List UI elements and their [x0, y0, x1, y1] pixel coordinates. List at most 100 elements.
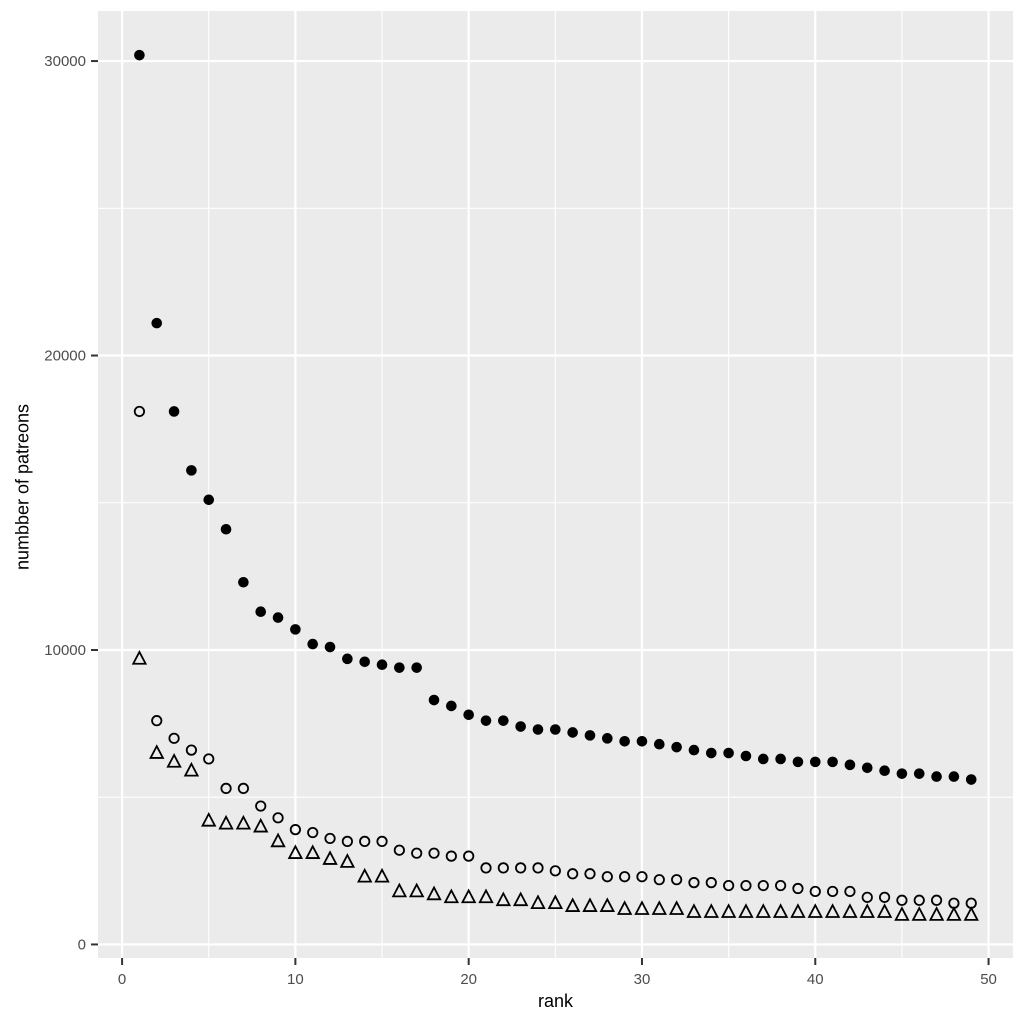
data-point-filled-circle	[324, 641, 336, 653]
data-point-open-triangle	[859, 903, 875, 918]
data-point-open-triangle	[201, 811, 217, 827]
x-tick-label: 50	[980, 971, 997, 988]
data-point-filled-circle	[428, 694, 440, 706]
y-tick-label: 20000	[44, 348, 86, 365]
data-point-filled-circle	[168, 406, 180, 417]
data-point-filled-circle	[913, 768, 925, 779]
data-point-open-triangle	[218, 814, 234, 830]
data-point-open-circle	[515, 862, 527, 874]
data-point-open-triangle	[426, 885, 442, 901]
data-point-filled-circle	[411, 662, 422, 673]
data-point-filled-circle	[498, 715, 509, 726]
data-point-open-circle	[705, 877, 717, 889]
data-point-filled-circle	[532, 724, 544, 735]
data-point-open-circle	[428, 847, 440, 859]
data-point-open-circle	[341, 835, 353, 847]
data-point-open-triangle	[547, 894, 564, 910]
x-tick-label: 40	[807, 971, 824, 988]
data-point-filled-circle	[740, 750, 752, 762]
data-point-open-circle	[445, 850, 457, 862]
data-point-open-triangle	[166, 753, 182, 768]
data-point-open-triangle	[374, 867, 390, 883]
data-point-filled-circle	[602, 733, 613, 744]
data-point-open-triangle	[911, 906, 927, 921]
data-point-filled-circle	[480, 715, 492, 726]
data-point-open-circle	[237, 782, 249, 794]
data-point-filled-circle	[861, 762, 873, 774]
data-point-open-triangle	[738, 903, 754, 918]
data-point-filled-circle	[446, 700, 457, 712]
data-point-open-triangle	[651, 900, 667, 915]
data-point-filled-circle	[827, 756, 838, 768]
data-point-open-circle	[757, 879, 769, 892]
data-point-filled-circle	[671, 741, 682, 753]
data-point-filled-circle	[688, 744, 700, 756]
data-point-open-triangle	[149, 744, 165, 759]
data-point-open-circle	[307, 826, 319, 839]
data-point-open-circle	[151, 715, 163, 727]
data-point-open-circle	[636, 871, 648, 883]
data-point-filled-circle	[584, 730, 596, 741]
data-point-open-triangle	[842, 903, 858, 918]
data-point-filled-circle	[342, 653, 353, 665]
data-point-open-triangle	[616, 900, 633, 915]
data-point-filled-circle	[515, 721, 526, 732]
data-point-filled-circle	[376, 659, 388, 671]
data-point-filled-circle	[792, 756, 804, 768]
data-point-open-triangle	[772, 903, 789, 918]
data-point-open-triangle	[443, 888, 460, 904]
data-point-open-triangle	[391, 882, 408, 898]
data-point-open-circle	[359, 835, 371, 847]
data-point-open-triangle	[599, 897, 616, 912]
data-point-filled-circle	[775, 753, 786, 765]
data-point-filled-circle	[636, 735, 648, 747]
data-point-open-triangle	[564, 897, 581, 912]
data-point-open-triangle	[807, 903, 823, 918]
data-point-open-triangle	[686, 903, 702, 918]
data-point-filled-circle	[757, 753, 769, 765]
data-point-filled-circle	[186, 465, 197, 476]
data-point-open-circle	[185, 744, 198, 756]
data-point-open-triangle	[824, 903, 841, 918]
data-point-filled-circle	[203, 494, 215, 506]
data-point-open-circle	[775, 879, 787, 892]
data-point-open-triangle	[512, 891, 529, 907]
data-point-open-triangle	[495, 891, 512, 907]
data-point-filled-circle	[550, 724, 561, 735]
data-point-open-circle	[567, 868, 579, 880]
data-point-open-triangle	[131, 649, 148, 665]
data-point-open-triangle	[460, 888, 477, 904]
data-point-open-circle	[740, 879, 752, 892]
data-point-open-circle	[289, 824, 301, 836]
data-point-open-circle	[896, 894, 908, 906]
data-point-open-circle	[324, 832, 336, 845]
data-point-open-circle	[411, 847, 423, 859]
data-point-filled-circle	[134, 49, 145, 61]
data-point-filled-circle	[879, 765, 890, 777]
data-point-open-triangle	[270, 832, 286, 848]
data-point-open-triangle	[634, 900, 650, 915]
data-point-open-circle	[376, 835, 388, 847]
data-point-filled-circle	[394, 662, 405, 673]
data-point-filled-circle	[290, 624, 301, 635]
data-point-filled-circle	[896, 768, 908, 779]
data-point-open-triangle	[668, 900, 685, 915]
data-point-filled-circle	[619, 735, 630, 747]
data-point-open-triangle	[790, 903, 806, 918]
data-point-open-circle	[913, 894, 925, 906]
data-point-open-circle	[497, 862, 509, 874]
x-tick-label: 30	[634, 971, 651, 988]
data-point-open-circle	[723, 879, 735, 892]
data-point-open-circle	[480, 862, 492, 874]
data-point-open-circle	[463, 850, 475, 862]
data-point-open-circle	[653, 874, 665, 886]
data-point-open-triangle	[720, 903, 737, 918]
data-point-open-triangle	[339, 853, 356, 868]
data-point-open-circle	[688, 877, 700, 889]
data-point-open-triangle	[703, 903, 719, 918]
x-tick-label: 10	[287, 971, 304, 988]
data-point-open-circle	[393, 844, 405, 856]
data-point-open-triangle	[946, 906, 962, 921]
data-point-open-circle	[792, 882, 804, 895]
